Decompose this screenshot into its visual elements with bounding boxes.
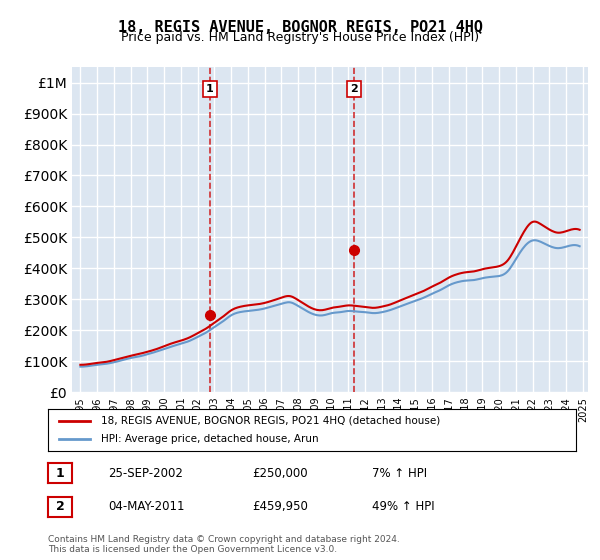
Text: Contains HM Land Registry data © Crown copyright and database right 2024.
This d: Contains HM Land Registry data © Crown c… (48, 535, 400, 554)
Text: 25-SEP-2002: 25-SEP-2002 (108, 466, 183, 480)
Text: 18, REGIS AVENUE, BOGNOR REGIS, PO21 4HQ (detached house): 18, REGIS AVENUE, BOGNOR REGIS, PO21 4HQ… (101, 416, 440, 426)
Text: 2: 2 (56, 500, 64, 514)
Text: 2: 2 (350, 84, 358, 94)
Text: Price paid vs. HM Land Registry's House Price Index (HPI): Price paid vs. HM Land Registry's House … (121, 31, 479, 44)
Text: 49% ↑ HPI: 49% ↑ HPI (372, 500, 434, 514)
Text: 18, REGIS AVENUE, BOGNOR REGIS, PO21 4HQ: 18, REGIS AVENUE, BOGNOR REGIS, PO21 4HQ (118, 20, 482, 35)
Text: 1: 1 (56, 466, 64, 480)
Text: 7% ↑ HPI: 7% ↑ HPI (372, 466, 427, 480)
Text: £250,000: £250,000 (252, 466, 308, 480)
Text: HPI: Average price, detached house, Arun: HPI: Average price, detached house, Arun (101, 434, 319, 444)
Text: 1: 1 (206, 84, 214, 94)
Text: £459,950: £459,950 (252, 500, 308, 514)
Text: 04-MAY-2011: 04-MAY-2011 (108, 500, 185, 514)
